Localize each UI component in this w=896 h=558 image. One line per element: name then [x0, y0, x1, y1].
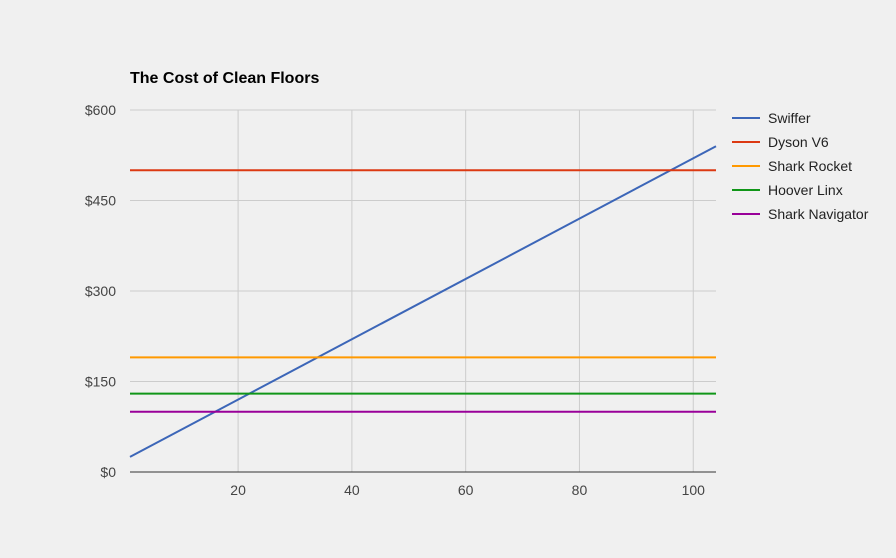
y-tick-label: $450	[85, 193, 116, 209]
y-tick-label: $0	[100, 464, 116, 480]
legend: Swiffer Dyson V6 Shark Rocket Hoover Linx Sh…	[732, 110, 869, 222]
y-tick-label: $150	[85, 374, 116, 390]
legend-label: Hoover Linx	[768, 182, 843, 198]
series-lines	[129, 145, 717, 458]
legend-label: Shark Navigator	[768, 206, 869, 222]
y-tick-label: $300	[85, 283, 116, 299]
x-tick-label: 100	[682, 482, 706, 498]
legend-label: Dyson V6	[768, 134, 829, 150]
x-tick-label: 80	[572, 482, 588, 498]
y-tick-label: $600	[85, 102, 116, 118]
legend-label: Shark Rocket	[768, 158, 852, 174]
chart-title: The Cost of Clean Floors	[130, 70, 319, 87]
series-line-swiffer	[129, 145, 717, 458]
x-tick-label: 40	[344, 482, 360, 498]
x-tick-label: 60	[458, 482, 474, 498]
axes: $0 $150 $300 $450 $600 20 40 60 80 100	[85, 102, 716, 498]
x-tick-label: 20	[230, 482, 246, 498]
grid	[130, 109, 716, 472]
legend-label: Swiffer	[768, 110, 811, 126]
